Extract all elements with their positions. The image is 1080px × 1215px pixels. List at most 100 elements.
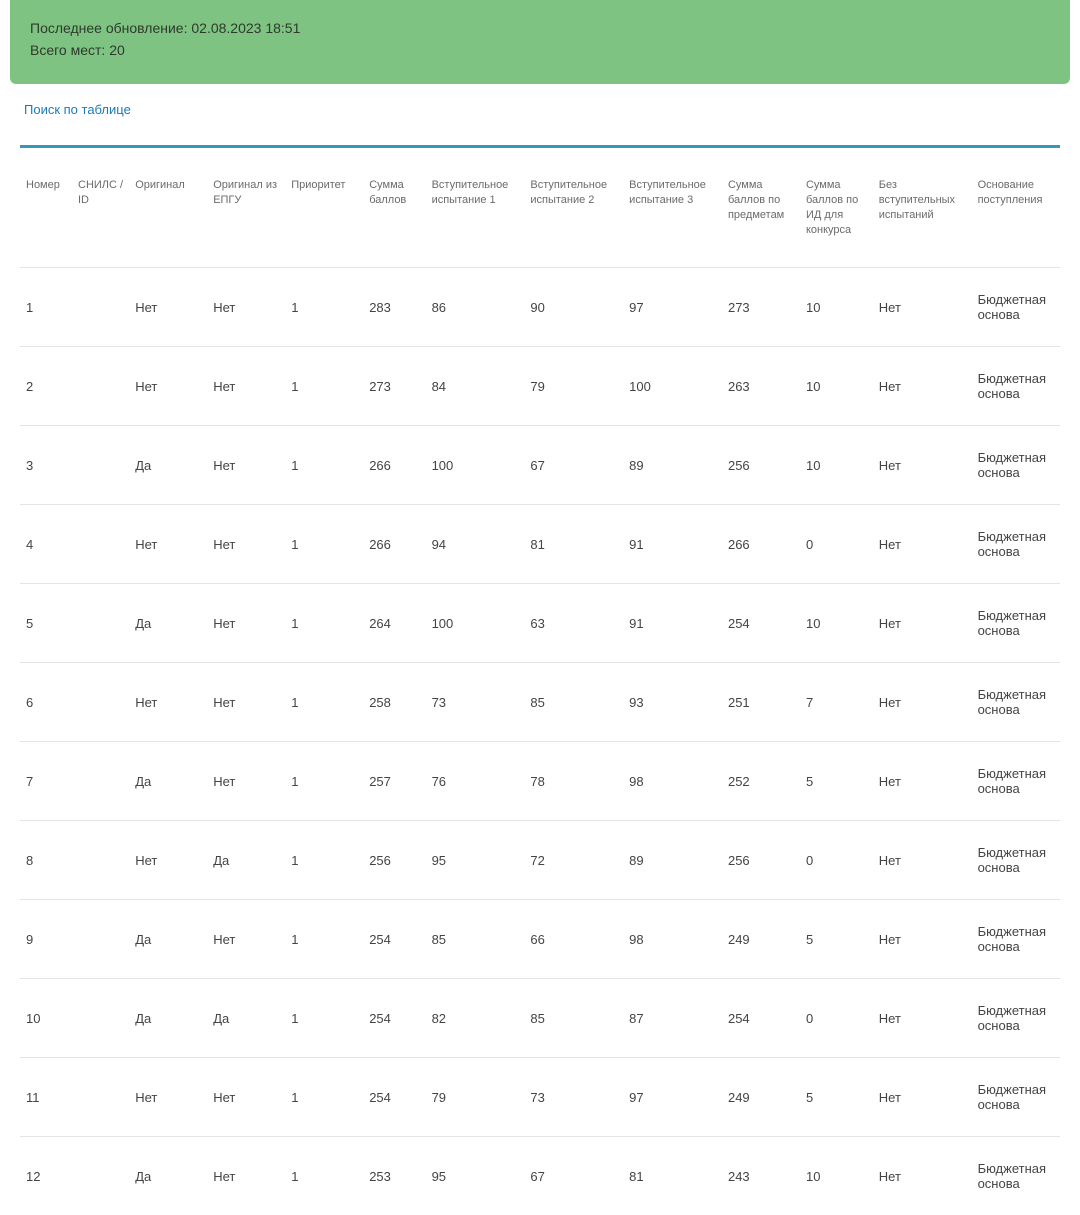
col-original[interactable]: Оригинал: [129, 148, 207, 268]
cell-n: 6: [20, 663, 72, 742]
cell-n: 1: [20, 268, 72, 347]
last-update-text: Последнее обновление: 02.08.2023 18:51: [30, 20, 1050, 36]
cell-epgu: Да: [207, 979, 285, 1058]
cell-prio: 1: [285, 663, 363, 742]
cell-orig: Нет: [129, 821, 207, 900]
cell-prio: 1: [285, 742, 363, 821]
cell-snils: [72, 663, 129, 742]
cell-e1: 94: [426, 505, 525, 584]
col-id-sum[interactable]: Сумма баллов по ИД для конкурса: [800, 148, 873, 268]
cell-n: 11: [20, 1058, 72, 1137]
col-number[interactable]: Номер: [20, 148, 72, 268]
col-basis[interactable]: Основание поступления: [972, 148, 1060, 268]
cell-epgu: Нет: [207, 505, 285, 584]
cell-prio: 1: [285, 821, 363, 900]
cell-sum: 266: [363, 505, 425, 584]
cell-bez: Нет: [873, 505, 972, 584]
cell-sum: 254: [363, 979, 425, 1058]
cell-prio: 1: [285, 347, 363, 426]
cell-n: 5: [20, 584, 72, 663]
cell-subj: 273: [722, 268, 800, 347]
cell-e3: 89: [623, 426, 722, 505]
cell-id: 5: [800, 1058, 873, 1137]
table-row: 1НетНет128386909727310НетБюджетная основ…: [20, 268, 1060, 347]
cell-epgu: Нет: [207, 426, 285, 505]
cell-e3: 97: [623, 268, 722, 347]
cell-osn: Бюджетная основа: [972, 979, 1060, 1058]
table-row: 10ДаДа12548285872540НетБюджетная основа: [20, 979, 1060, 1058]
table-row: 8НетДа12569572892560НетБюджетная основа: [20, 821, 1060, 900]
cell-sum: 254: [363, 900, 425, 979]
cell-orig: Нет: [129, 347, 207, 426]
table-row: 4НетНет12669481912660НетБюджетная основа: [20, 505, 1060, 584]
cell-bez: Нет: [873, 979, 972, 1058]
cell-id: 0: [800, 979, 873, 1058]
cell-e3: 87: [623, 979, 722, 1058]
cell-snils: [72, 584, 129, 663]
col-epgu[interactable]: Оригинал из ЕПГУ: [207, 148, 285, 268]
cell-epgu: Нет: [207, 347, 285, 426]
cell-prio: 1: [285, 505, 363, 584]
cell-e2: 63: [524, 584, 623, 663]
cell-n: 2: [20, 347, 72, 426]
cell-e2: 85: [524, 663, 623, 742]
cell-n: 7: [20, 742, 72, 821]
col-exam1[interactable]: Вступительное испытание 1: [426, 148, 525, 268]
col-no-exam[interactable]: Без вступительных испытаний: [873, 148, 972, 268]
cell-subj: 243: [722, 1137, 800, 1215]
cell-sum: 257: [363, 742, 425, 821]
table-body: 1НетНет128386909727310НетБюджетная основ…: [20, 268, 1060, 1215]
cell-bez: Нет: [873, 1058, 972, 1137]
cell-prio: 1: [285, 268, 363, 347]
cell-e3: 89: [623, 821, 722, 900]
cell-e3: 100: [623, 347, 722, 426]
cell-subj: 252: [722, 742, 800, 821]
col-exam2[interactable]: Вступительное испытание 2: [524, 148, 623, 268]
cell-n: 4: [20, 505, 72, 584]
cell-orig: Нет: [129, 663, 207, 742]
cell-e3: 81: [623, 1137, 722, 1215]
cell-osn: Бюджетная основа: [972, 505, 1060, 584]
cell-sum: 258: [363, 663, 425, 742]
col-subj-sum[interactable]: Сумма баллов по предметам: [722, 148, 800, 268]
cell-e1: 76: [426, 742, 525, 821]
cell-e1: 85: [426, 900, 525, 979]
cell-e2: 90: [524, 268, 623, 347]
cell-osn: Бюджетная основа: [972, 426, 1060, 505]
cell-osn: Бюджетная основа: [972, 663, 1060, 742]
col-priority[interactable]: Приоритет: [285, 148, 363, 268]
cell-prio: 1: [285, 1137, 363, 1215]
cell-epgu: Нет: [207, 1137, 285, 1215]
cell-prio: 1: [285, 1058, 363, 1137]
cell-epgu: Нет: [207, 268, 285, 347]
cell-e3: 97: [623, 1058, 722, 1137]
cell-e2: 78: [524, 742, 623, 821]
cell-orig: Нет: [129, 1058, 207, 1137]
col-sum[interactable]: Сумма баллов: [363, 148, 425, 268]
table-container: Номер СНИЛС / ID Оригинал Оригинал из ЕП…: [0, 117, 1080, 1215]
cell-snils: [72, 268, 129, 347]
cell-subj: 263: [722, 347, 800, 426]
col-snils[interactable]: СНИЛС / ID: [72, 148, 129, 268]
table-row: 12ДаНет125395678124310НетБюджетная основ…: [20, 1137, 1060, 1215]
cell-osn: Бюджетная основа: [972, 347, 1060, 426]
applicants-table: Номер СНИЛС / ID Оригинал Оригинал из ЕП…: [20, 148, 1060, 1215]
cell-bez: Нет: [873, 663, 972, 742]
cell-e2: 81: [524, 505, 623, 584]
cell-e1: 86: [426, 268, 525, 347]
cell-id: 10: [800, 426, 873, 505]
cell-id: 5: [800, 742, 873, 821]
cell-bez: Нет: [873, 821, 972, 900]
cell-orig: Да: [129, 426, 207, 505]
cell-e1: 100: [426, 584, 525, 663]
col-exam3[interactable]: Вступительное испытание 3: [623, 148, 722, 268]
cell-orig: Да: [129, 742, 207, 821]
cell-bez: Нет: [873, 584, 972, 663]
cell-e1: 79: [426, 1058, 525, 1137]
search-table-link[interactable]: Поиск по таблице: [24, 102, 1080, 117]
cell-e2: 85: [524, 979, 623, 1058]
cell-epgu: Нет: [207, 900, 285, 979]
table-row: 2НетНет1273847910026310НетБюджетная осно…: [20, 347, 1060, 426]
cell-snils: [72, 900, 129, 979]
cell-orig: Да: [129, 584, 207, 663]
